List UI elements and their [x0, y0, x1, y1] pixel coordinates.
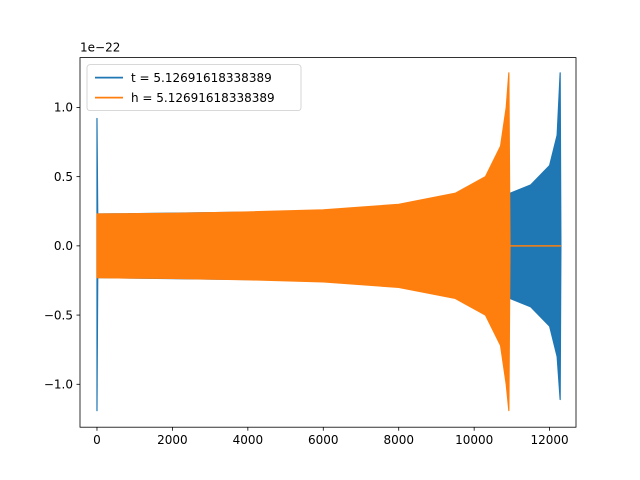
y-tick-label: −0.5 — [44, 308, 73, 322]
series-1-band — [96, 72, 511, 412]
x-tick-label: 10000 — [455, 433, 493, 447]
y-tick-label: −1.0 — [44, 377, 73, 391]
y-tick-label: 1.0 — [54, 101, 73, 115]
y-axis: −1.0 −0.5 0.0 0.5 1.0 — [44, 101, 80, 391]
y-tick-label: 0.0 — [54, 239, 73, 253]
legend-box — [86, 64, 302, 111]
axes-frame — [79, 57, 577, 428]
legend-label: h = 5.12691618338389 — [131, 91, 275, 105]
x-tick-label: 4000 — [233, 433, 264, 447]
legend: t = 5.12691618338389 h = 5.12691618338389 — [86, 64, 302, 111]
legend-label: t = 5.12691618338389 — [131, 71, 272, 85]
plot-area — [96, 72, 562, 412]
x-tick-label: 8000 — [383, 433, 414, 447]
x-tick-label: 12000 — [531, 433, 569, 447]
x-tick-label: 0 — [93, 433, 101, 447]
y-scale-label: 1e−22 — [80, 41, 120, 55]
x-tick-label: 2000 — [157, 433, 188, 447]
x-tick-label: 6000 — [308, 433, 339, 447]
y-tick-label: 0.5 — [54, 170, 73, 184]
x-axis: 0 2000 4000 6000 8000 10000 12000 — [93, 427, 569, 447]
